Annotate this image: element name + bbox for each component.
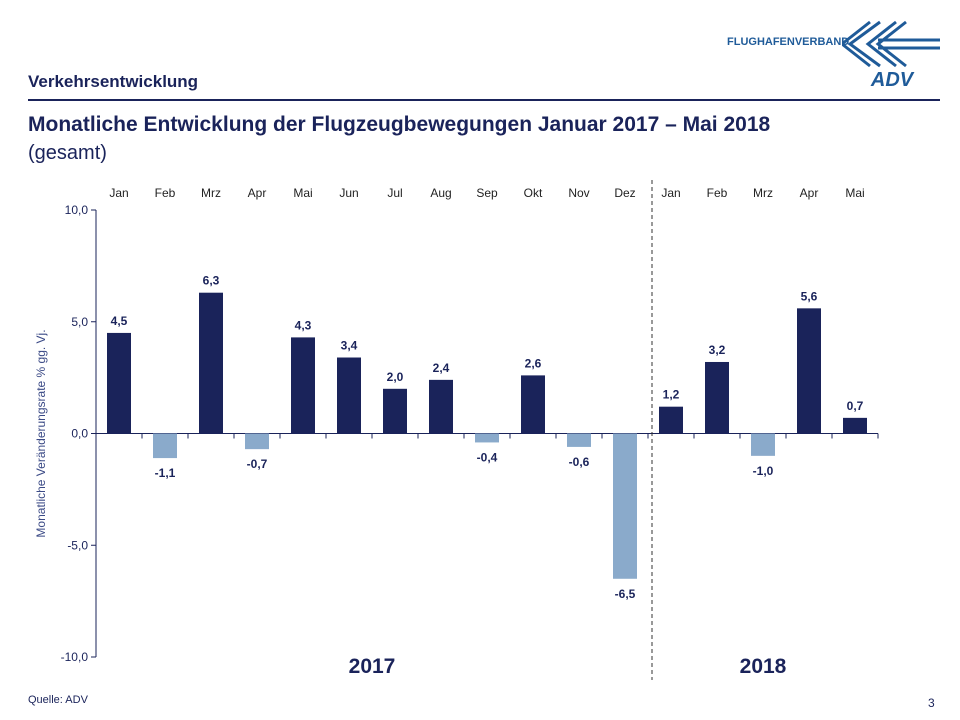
year-label: 2017 [349,655,396,678]
month-label: Mai [845,186,864,200]
data-label: 3,2 [709,343,726,357]
y-tick-label: 10,0 [65,203,89,217]
month-label: Jul [387,186,402,200]
y-tick-label: -10,0 [61,650,89,664]
bar [705,361,729,434]
page-subtitle: (gesamt) [28,142,107,164]
month-label: Aug [430,186,451,200]
month-label: Apr [800,186,819,200]
bar [521,375,545,434]
bar [475,433,499,443]
bar [797,308,821,434]
month-label: Dez [614,186,635,200]
data-label: 1,2 [663,388,680,402]
data-label: 2,0 [387,370,404,384]
bar [107,332,131,434]
year-label: 2018 [740,655,787,678]
y-tick-label: 0,0 [71,427,88,441]
data-label: -1,1 [155,466,176,480]
page-number: 3 [928,696,935,710]
data-label: -0,6 [569,455,590,469]
section-title: Verkehrsentwicklung [28,72,199,91]
adv-logo-icon: ADV [842,20,940,90]
bar [429,379,453,434]
month-label: Nov [568,186,589,200]
month-label: Mrz [753,186,773,200]
month-label: Jan [661,186,680,200]
month-label: Feb [707,186,728,200]
month-label: Mrz [201,186,221,200]
data-label: -6,5 [615,587,636,601]
logo-text: FLUGHAFENVERBAND [727,36,850,48]
bar [291,337,315,434]
month-label: Okt [524,186,543,200]
y-axis-label: Monatliche Veränderungsrate % gg. Vj. [34,329,48,537]
data-label: 2,4 [433,361,450,375]
bar [153,433,177,459]
bar [613,433,637,579]
data-label: 5,6 [801,289,818,303]
y-tick-label: -5,0 [67,538,88,552]
bar [383,388,407,434]
data-label: -1,0 [753,464,774,478]
bar [567,433,591,447]
data-label: 3,4 [341,339,358,353]
bar [659,406,683,434]
month-label: Sep [476,186,498,200]
header-divider [28,99,940,101]
data-label: 4,5 [111,314,128,328]
bar [199,292,223,434]
month-label: Mai [293,186,312,200]
data-label: -0,7 [247,457,268,471]
bar [337,357,361,434]
month-label: Apr [248,186,267,200]
page-title: Monatliche Entwicklung der Flugzeugbeweg… [28,113,771,136]
bar [843,417,867,434]
y-tick-label: 5,0 [71,315,88,329]
source-note: Quelle: ADV [28,694,88,706]
month-label: Jan [109,186,128,200]
logo-mark: ADV [870,69,915,90]
data-label: 6,3 [203,274,220,288]
month-label: Feb [155,186,176,200]
bar [245,433,269,450]
bar [751,433,775,456]
data-label: 2,6 [525,356,542,370]
data-label: -0,4 [477,450,498,464]
month-label: Jun [339,186,358,200]
data-label: 4,3 [295,318,312,332]
data-label: 0,7 [847,399,864,413]
